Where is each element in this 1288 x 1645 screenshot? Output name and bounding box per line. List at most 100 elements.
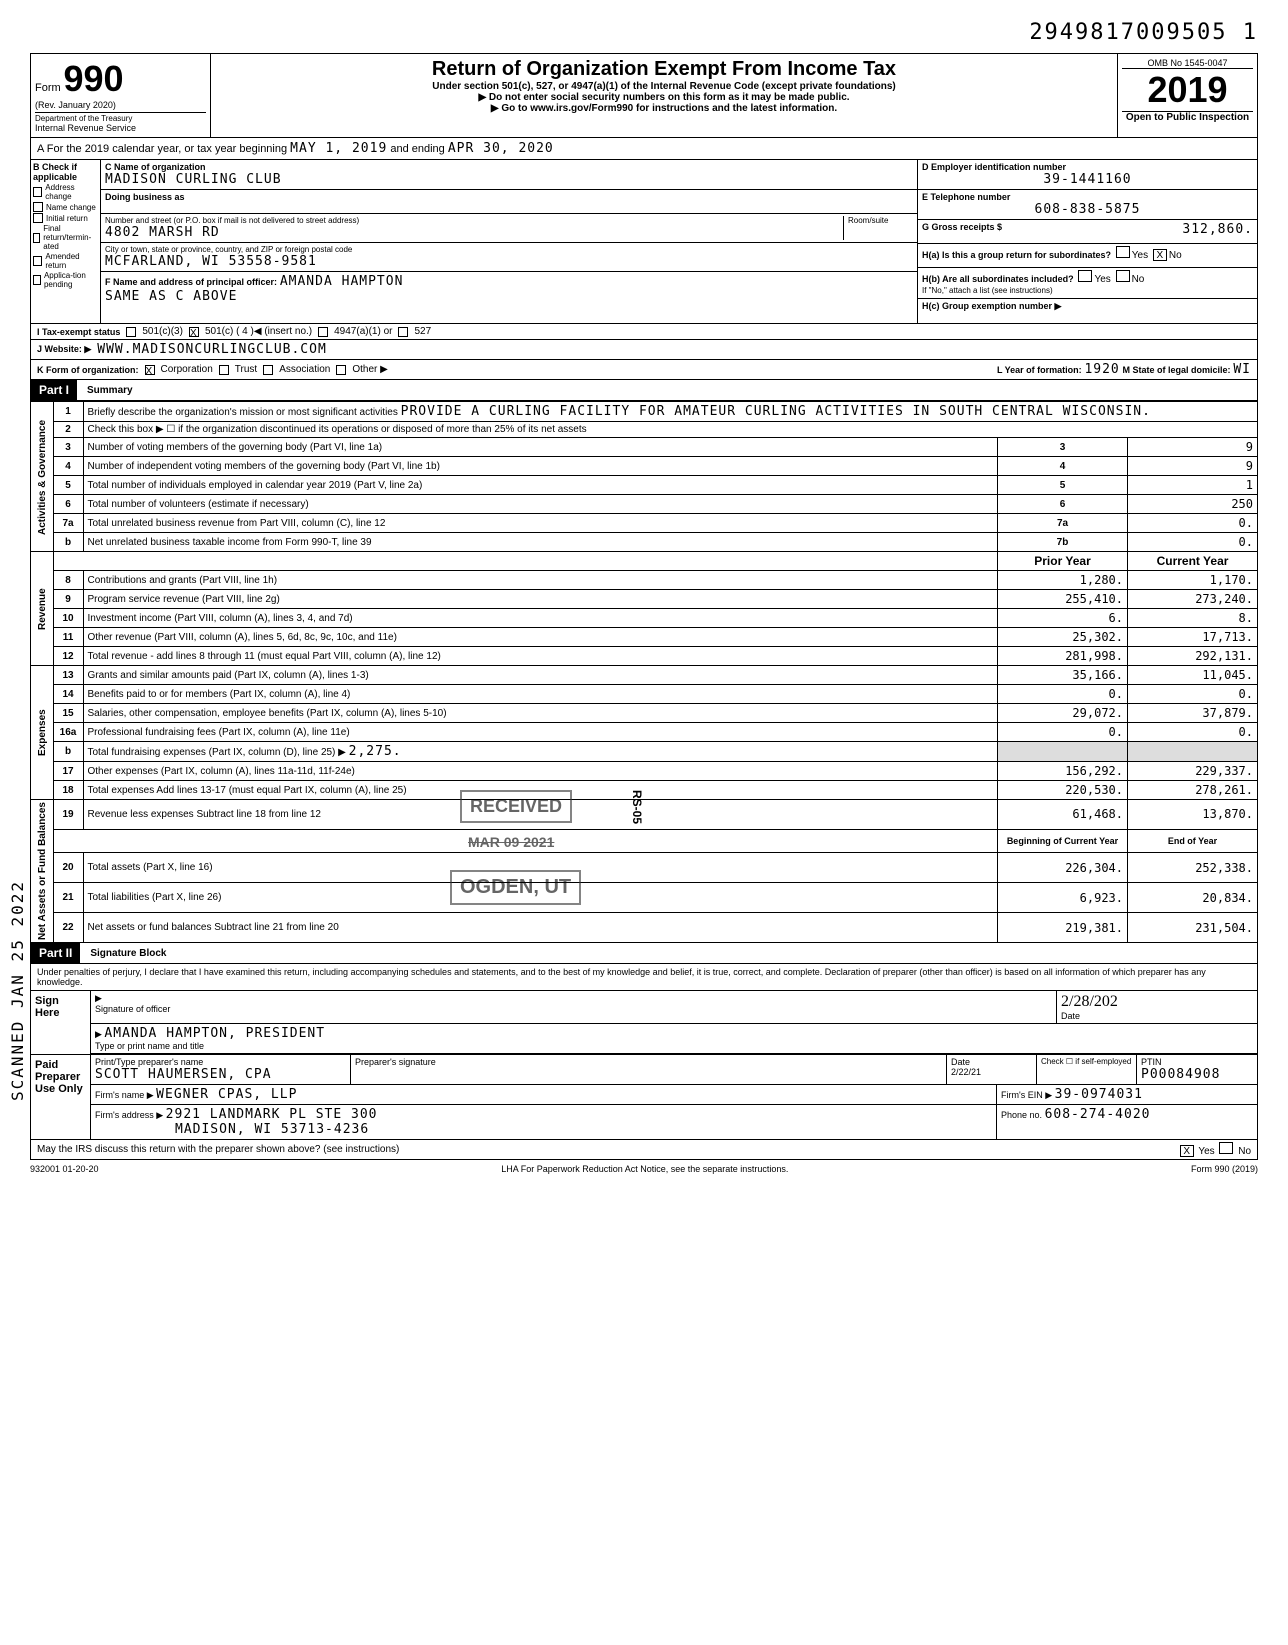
i-501c3-box[interactable] [126,327,136,337]
dept-irs: Internal Revenue Service [35,123,206,133]
l19-num: 19 [53,800,83,830]
discuss-no-box[interactable] [1219,1142,1233,1154]
l17-txt: Other expenses (Part IX, column (A), lin… [83,762,998,781]
l3-box: 3 [998,438,1128,457]
l2-txt: Check this box ▶ ☐ if the organization d… [83,422,1258,438]
l10-p: 6. [998,609,1128,628]
l14-num: 14 [53,685,83,704]
footer-right: Form 990 (2019) [1191,1164,1258,1174]
chk-amended[interactable] [33,256,42,266]
l11-c: 17,713. [1128,628,1258,647]
i-4947: 4947(a)(1) or [334,326,392,337]
l14-c: 0. [1128,685,1258,704]
l15-num: 15 [53,704,83,723]
i-4947-box[interactable] [318,327,328,337]
city-zip: MCFARLAND, WI 53558-9581 [105,254,913,269]
and-ending: and ending [390,143,444,155]
title-main: Return of Organization Exempt From Incom… [215,58,1113,81]
f-label: F Name and address of principal officer: [105,277,277,287]
l3-txt: Number of voting members of the governin… [83,438,998,457]
chk-name[interactable] [33,202,43,212]
part1-title: Summary [87,385,133,396]
l7a-val: 0. [1128,514,1258,533]
phone-label: Phone no. [1001,1110,1042,1120]
l1-val: PROVIDE A CURLING FACILITY FOR AMATEUR C… [401,404,1151,419]
k-assoc-box[interactable] [263,365,273,375]
l7a-box: 7a [998,514,1128,533]
part1-header-row: Part I Summary [30,380,1258,401]
hb-no-box[interactable] [1116,270,1130,282]
opt-final: Final return/termin-ated [43,224,98,251]
l1-num: 1 [53,402,83,422]
l16b-num: b [53,742,83,762]
col-curr: Current Year [1128,552,1258,571]
chk-final[interactable] [33,233,40,243]
irs-discuss-row: May the IRS discuss this return with the… [30,1140,1258,1160]
l15-c: 37,879. [1128,704,1258,723]
chk-initial[interactable] [33,213,43,223]
vert-governance: Activities & Governance [31,402,54,552]
part1-badge: Part I [31,380,77,400]
k-label: K Form of organization: [37,365,139,375]
i-527-box[interactable] [398,327,408,337]
hb-yes-box[interactable] [1078,270,1092,282]
i-501c3: 501(c)(3) [142,326,183,337]
part2-header-row: Part II Signature Block [30,943,1258,964]
ha-yes-box[interactable] [1116,246,1130,258]
form-label: Form [35,82,61,94]
declaration: Under penalties of perjury, I declare th… [31,964,1257,991]
firm-addr-label: Firm's address ▶ [95,1110,163,1120]
c-name-label: C Name of organization [105,162,913,172]
l7b-box: 7b [998,533,1128,552]
part2-title: Signature Block [90,948,166,959]
open-public: Open to Public Inspection [1122,111,1253,123]
l13-c: 11,045. [1128,666,1258,685]
l20-num: 20 [53,853,83,883]
prep-date-label: Date [951,1057,970,1067]
k-trust-box[interactable] [219,365,229,375]
firm-phone: 608-274-4020 [1045,1107,1151,1122]
form-number: 990 [63,58,123,99]
l8-c: 1,170. [1128,571,1258,590]
room-label: Room/suite [843,216,913,240]
title-sub: Under section 501(c), 527, or 4947(a)(1)… [215,81,1113,92]
i-501c-box[interactable]: X [189,327,199,337]
l22-txt: Net assets or fund balances Subtract lin… [83,913,998,943]
l7b-val: 0. [1128,533,1258,552]
warn-line: ▶ Do not enter social security numbers o… [215,92,1113,103]
l12-txt: Total revenue - add lines 8 through 11 (… [83,647,998,666]
row-i: I Tax-exempt status 501(c)(3) X501(c) ( … [30,324,1258,340]
l19-c: 13,870. [1128,800,1258,830]
vert-expenses: Expenses [31,666,54,800]
year-formed: 1920 [1084,362,1119,377]
officer-printed-name: AMANDA HAMPTON, PRESIDENT [104,1026,325,1041]
b-label: B Check if applicable [33,162,98,182]
opt-app: Applica-tion pending [44,271,98,289]
l16b-inline: 2,275. [349,744,402,759]
omb: OMB No 1545-0047 [1122,58,1253,69]
l12-num: 12 [53,647,83,666]
firm-ein-label: Firm's EIN ▶ [1001,1090,1052,1100]
chk-app[interactable] [33,275,41,285]
discuss-yes-box[interactable]: X [1180,1145,1194,1157]
l4-num: 4 [53,457,83,476]
k-other-box[interactable] [336,365,346,375]
l8-txt: Contributions and grants (Part VIII, lin… [83,571,998,590]
hb-label: H(b) Are all subordinates included? [922,274,1074,284]
l6-num: 6 [53,495,83,514]
footer-left: 932001 01-20-20 [30,1164,99,1174]
l20-p: 226,304. [998,853,1128,883]
chk-addr[interactable] [33,187,42,197]
k-corp-box[interactable]: X [145,365,155,375]
opt-name: Name change [46,203,96,212]
l6-val: 250 [1128,495,1258,514]
ha-no-box[interactable]: X [1153,249,1167,261]
street-addr: 4802 MARSH RD [105,225,843,240]
org-name: MADISON CURLING CLUB [105,172,913,187]
l5-num: 5 [53,476,83,495]
signature-block: Under penalties of perjury, I declare th… [30,964,1258,1140]
l21-c: 20,834. [1128,883,1258,913]
l8-p: 1,280. [998,571,1128,590]
opt-addr: Address change [45,183,98,201]
col-prior: Prior Year [998,552,1128,571]
